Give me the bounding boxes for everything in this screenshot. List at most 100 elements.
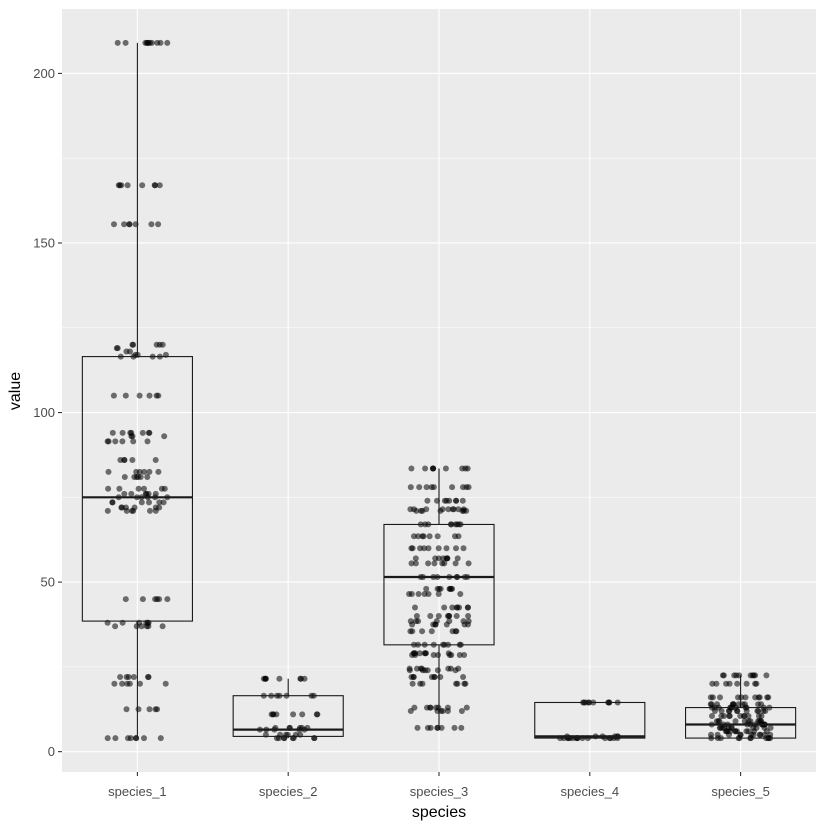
data-point xyxy=(146,429,153,436)
data-point xyxy=(762,708,769,714)
data-point xyxy=(424,667,431,674)
data-point xyxy=(419,628,426,635)
data-point xyxy=(406,591,413,597)
data-point xyxy=(162,680,169,687)
data-point xyxy=(164,596,171,603)
data-point xyxy=(415,533,422,540)
data-point xyxy=(435,591,442,597)
data-point xyxy=(111,221,117,228)
data-point xyxy=(453,680,460,687)
data-point xyxy=(409,680,416,687)
data-point xyxy=(449,506,456,513)
data-point xyxy=(146,499,152,506)
data-point xyxy=(146,706,153,713)
data-point xyxy=(406,667,413,674)
data-point xyxy=(133,623,140,630)
data-point xyxy=(449,585,456,592)
data-point xyxy=(435,545,442,552)
data-point xyxy=(297,675,304,682)
data-point xyxy=(436,585,443,592)
data-point xyxy=(446,613,453,619)
data-point xyxy=(122,39,129,46)
data-point xyxy=(119,680,126,687)
data-point xyxy=(161,433,168,440)
data-point xyxy=(146,392,153,399)
data-point xyxy=(121,490,128,497)
data-point xyxy=(407,506,414,513)
data-point xyxy=(122,596,129,603)
data-point xyxy=(452,560,459,567)
data-point xyxy=(726,713,733,719)
data-point xyxy=(157,735,164,742)
data-point xyxy=(709,680,716,687)
data-point xyxy=(709,713,715,719)
data-point xyxy=(152,457,159,463)
data-point xyxy=(458,724,465,731)
data-point xyxy=(438,724,445,731)
data-point xyxy=(439,560,446,567)
data-point xyxy=(133,474,140,480)
data-point xyxy=(707,694,714,701)
data-point xyxy=(141,735,147,742)
data-point xyxy=(464,465,471,472)
data-point xyxy=(414,724,421,731)
data-point xyxy=(454,555,461,562)
data-point xyxy=(135,706,142,713)
data-point xyxy=(425,545,432,552)
data-point xyxy=(299,711,306,718)
data-point xyxy=(428,628,435,635)
data-point xyxy=(105,485,112,492)
data-point xyxy=(119,429,126,436)
data-point xyxy=(126,221,133,228)
data-point xyxy=(426,533,433,540)
data-point xyxy=(141,485,147,492)
data-point xyxy=(756,731,763,738)
data-point xyxy=(156,182,163,189)
data-point xyxy=(136,392,143,399)
data-point xyxy=(416,650,423,657)
data-point xyxy=(408,545,415,552)
data-point xyxy=(411,533,417,540)
data-point xyxy=(105,468,112,475)
data-point xyxy=(119,438,126,445)
box xyxy=(81,356,193,622)
data-point xyxy=(155,221,162,228)
data-point xyxy=(104,507,111,514)
data-point xyxy=(139,182,146,189)
x-tick-label: species_3 xyxy=(410,784,469,799)
data-point xyxy=(114,39,121,46)
data-point xyxy=(420,533,427,540)
data-point xyxy=(731,672,738,679)
data-point xyxy=(465,560,472,567)
data-point xyxy=(408,465,415,472)
data-point xyxy=(130,341,137,348)
data-point xyxy=(453,545,459,552)
data-point xyxy=(449,628,456,635)
data-point xyxy=(130,507,137,514)
data-point xyxy=(419,680,426,687)
data-point xyxy=(732,728,739,735)
data-point xyxy=(409,621,416,628)
data-point xyxy=(736,672,743,679)
data-point xyxy=(121,474,128,480)
data-point xyxy=(109,499,116,506)
data-point xyxy=(719,672,726,679)
data-point xyxy=(743,708,750,714)
data-point xyxy=(431,560,438,567)
data-point xyxy=(113,345,120,352)
data-point xyxy=(464,604,471,611)
data-point xyxy=(154,39,161,46)
data-point xyxy=(425,560,432,567)
data-point xyxy=(130,674,137,680)
data-point xyxy=(112,735,119,742)
data-point xyxy=(129,457,136,463)
y-tick-label: 50 xyxy=(41,575,55,590)
data-point xyxy=(442,465,449,472)
data-point xyxy=(443,497,450,504)
x-tick-label: species_1 xyxy=(108,784,167,799)
data-point xyxy=(147,507,153,514)
data-point xyxy=(443,555,450,562)
data-point xyxy=(427,704,434,711)
data-point xyxy=(424,724,431,731)
